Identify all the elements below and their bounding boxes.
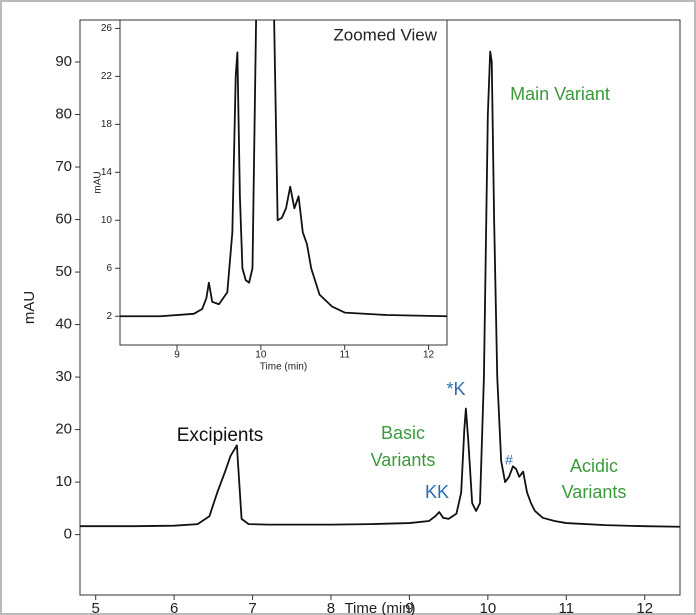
y-tick-label: 10: [101, 215, 113, 226]
x-tick-label: 7: [248, 600, 256, 615]
y-tick-label: 10: [55, 473, 72, 490]
x-tick-label: 5: [92, 600, 100, 615]
y-tick-label: 20: [55, 421, 72, 438]
plot-area: [119, 19, 448, 346]
annotation: Main Variant: [510, 84, 610, 104]
x-tick-label: 10: [479, 600, 496, 615]
annotation: KK: [425, 482, 449, 502]
x-axis-label: Time (min): [260, 362, 307, 373]
annotation: Basic: [381, 423, 425, 443]
y-tick-label: 90: [55, 53, 72, 70]
y-tick-label: 26: [101, 23, 113, 34]
y-tick-label: 60: [55, 211, 72, 228]
x-tick-label: 9: [405, 600, 413, 615]
y-tick-label: 14: [101, 167, 113, 178]
annotation: Variants: [371, 450, 436, 470]
x-axis-label: Time (min): [344, 600, 415, 615]
x-tick-label: 10: [255, 350, 267, 361]
chart-title: Zoomed View: [333, 25, 437, 44]
annotation: #: [505, 452, 513, 468]
y-tick-label: 0: [64, 526, 72, 543]
trace-line: [80, 50, 680, 528]
y-tick-label: 40: [55, 316, 72, 333]
x-tick-label: 11: [558, 600, 574, 615]
y-tick-label: 50: [55, 263, 72, 280]
x-tick-label: 8: [327, 600, 335, 615]
y-axis-label: mAU: [93, 171, 104, 193]
y-tick-label: 22: [101, 71, 113, 82]
annotation: Acidic: [570, 456, 618, 476]
annotation: *K: [446, 379, 465, 399]
y-tick-label: 80: [55, 105, 72, 122]
y-axis-label: mAU: [21, 291, 38, 324]
annotation: Excipients: [177, 425, 264, 446]
trace-line: [120, 20, 447, 318]
y-tick-label: 18: [101, 119, 113, 130]
y-tick-label: 70: [55, 158, 72, 175]
y-tick-label: 30: [55, 368, 72, 385]
annotation: Variants: [562, 482, 627, 502]
y-tick-label: 6: [106, 263, 112, 274]
y-tick-label: 2: [106, 311, 112, 322]
x-tick-label: 9: [174, 350, 180, 361]
x-tick-label: 12: [636, 600, 653, 615]
x-tick-label: 12: [423, 350, 435, 361]
x-tick-label: 11: [340, 350, 351, 361]
x-tick-label: 6: [170, 600, 178, 615]
